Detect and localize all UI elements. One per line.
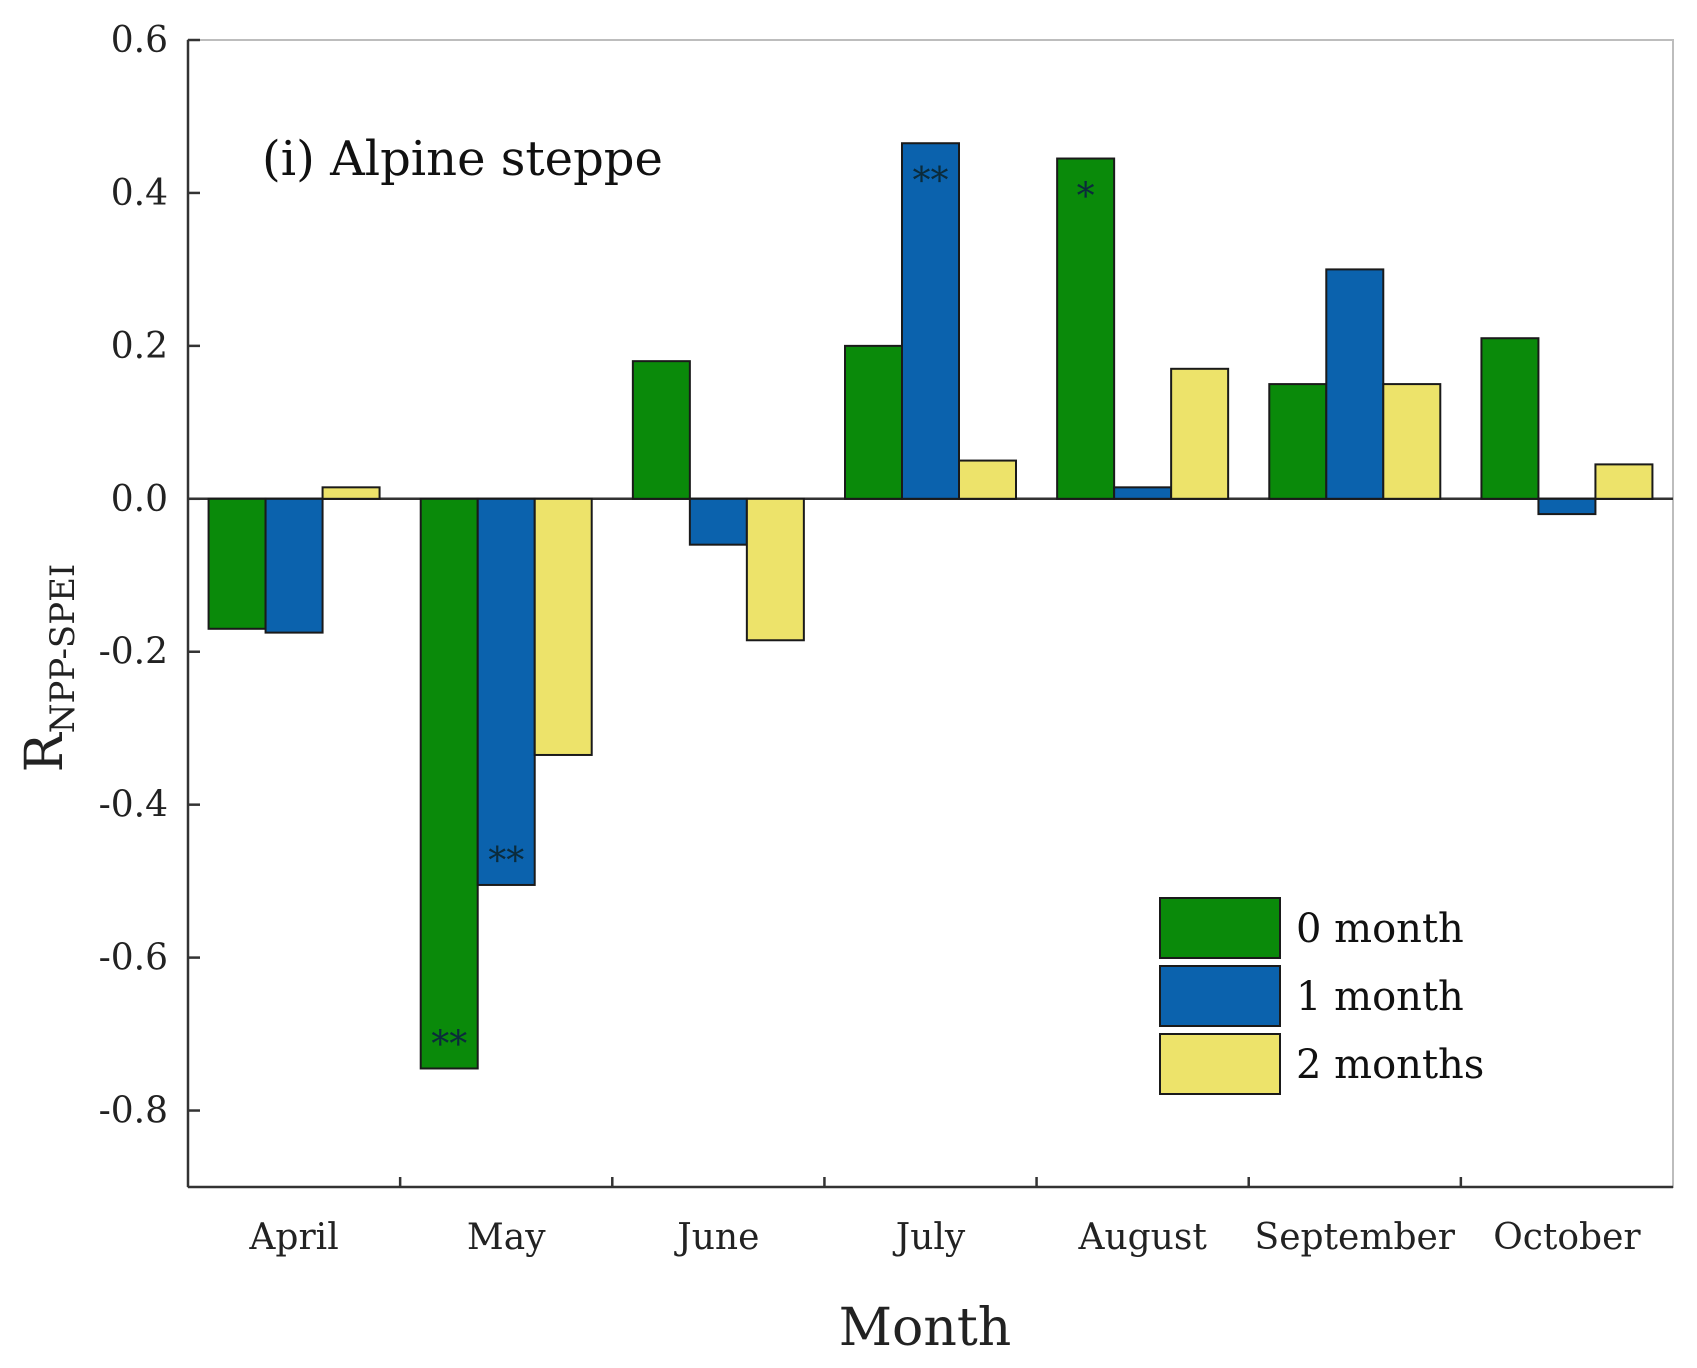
legend-label-2-months: 2 months — [1296, 1042, 1484, 1088]
legend-swatch-2-months — [1159, 1033, 1281, 1095]
x-tick-label-october: October — [1493, 1217, 1641, 1258]
bars-group — [207, 142, 1654, 1070]
bar-september-2-months — [1382, 383, 1442, 500]
bar-september-1-month — [1325, 268, 1385, 500]
bar-october-0-month — [1480, 337, 1540, 500]
bar-july-0-month — [844, 344, 903, 500]
legend: 0 month 1 month 2 months — [1159, 897, 1484, 1095]
legend-swatch-1-month — [1159, 965, 1281, 1027]
bar-april-1-month — [264, 497, 324, 634]
bar-july-2-months — [958, 459, 1017, 500]
x-axis-title: Month — [839, 1298, 1011, 1358]
bar-september-0-month — [1268, 383, 1328, 500]
x-tick-label-june: June — [673, 1217, 759, 1258]
bar-october-1-month — [1537, 497, 1597, 516]
bar-june-1-month — [688, 497, 748, 546]
significance-label-0: ** — [431, 1024, 467, 1065]
legend-swatch-0-month — [1159, 897, 1281, 959]
y-tick-label: -0.4 — [99, 785, 168, 826]
significance-label-2: ** — [913, 161, 949, 202]
bar-april-2-months — [321, 486, 381, 500]
bar-august-1-month — [1113, 486, 1173, 500]
y-tick-label: 0.4 — [111, 173, 168, 214]
significance-annotations: ****** * — [431, 161, 1094, 1065]
y-tick-label: 0.0 — [111, 479, 168, 520]
legend-label-1-month: 1 month — [1296, 974, 1464, 1020]
bar-june-2-months — [745, 497, 805, 642]
bar-may-2-months — [533, 497, 593, 756]
bar-may-1-month — [476, 497, 536, 886]
bar-april-0-month — [207, 497, 267, 630]
x-tick-label-september: September — [1255, 1217, 1456, 1258]
significance-label-3: * — [1077, 177, 1095, 218]
y-tick-label: -0.8 — [99, 1091, 168, 1132]
x-tick-label-april: April — [248, 1217, 338, 1258]
y-axis-title-main: R — [15, 731, 75, 772]
x-tick-label-may: May — [467, 1217, 546, 1258]
x-tick-label-august: August — [1077, 1217, 1207, 1258]
bar-may-0-month — [419, 497, 479, 1070]
y-tick-label: 0.6 — [111, 20, 168, 61]
legend-label-0-month: 0 month — [1296, 906, 1464, 952]
bar-october-2-months — [1594, 463, 1654, 500]
x-tick-label-july: July — [892, 1217, 966, 1258]
y-tick-label: -0.2 — [99, 632, 168, 673]
y-axis-title: RNPP-SPEI — [15, 564, 83, 773]
y-tick-label: -0.6 — [99, 938, 168, 979]
significance-label-1: ** — [488, 841, 524, 882]
y-axis-title-text: RNPP-SPEI — [15, 564, 83, 773]
y-axis-title-sub: NPP-SPEI — [43, 564, 83, 734]
bar-june-0-month — [631, 360, 691, 500]
axes: 0.6 0.4 0.2 0.0 -0.2 -0.4 -0.6 -0.8 April May June… — [99, 20, 1673, 1258]
bar-august-0-month — [1056, 157, 1116, 500]
chart-title: (i) Alpine steppe — [262, 131, 663, 187]
y-tick-label: 0.2 — [111, 326, 168, 367]
bar-august-2-months — [1170, 367, 1230, 500]
bar-july-1-month — [901, 142, 960, 500]
